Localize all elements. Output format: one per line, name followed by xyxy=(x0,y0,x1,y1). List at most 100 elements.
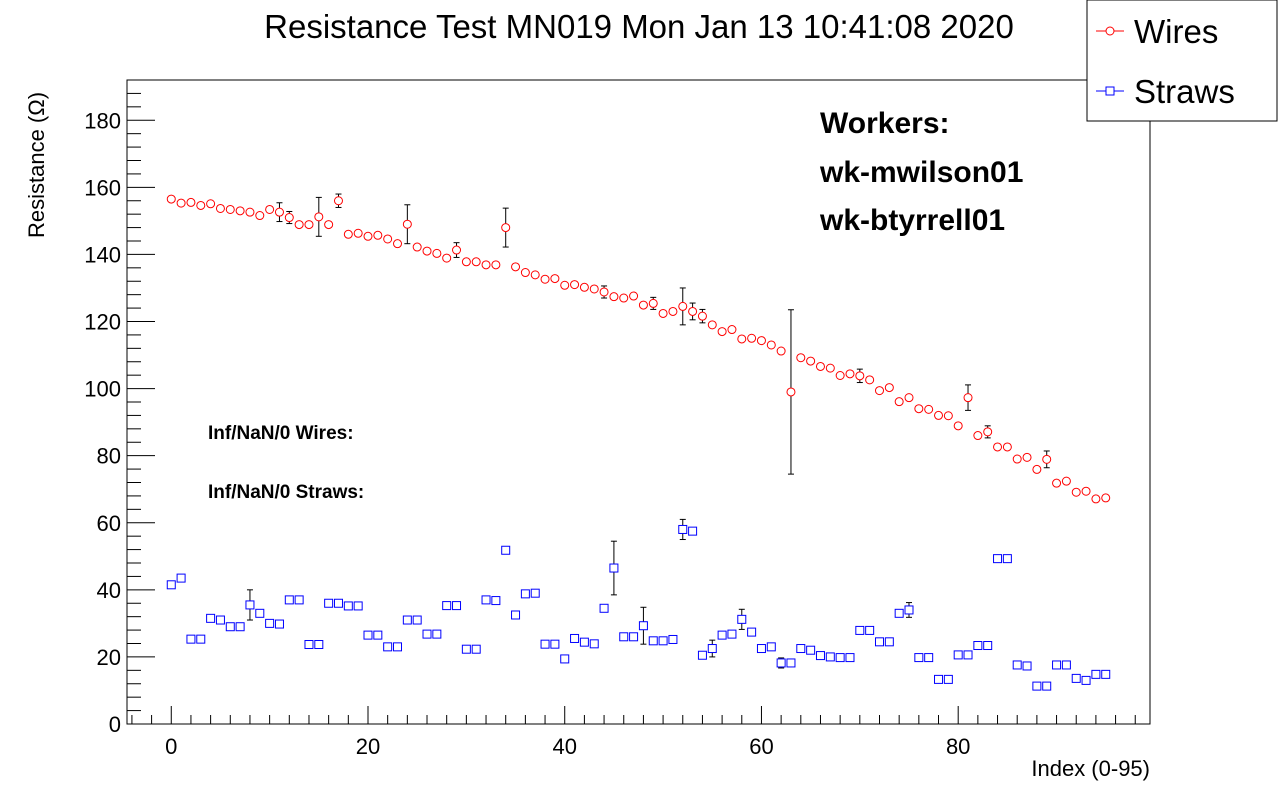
data-point xyxy=(520,589,530,599)
data-point xyxy=(786,387,796,397)
y-tick-label: 180 xyxy=(84,108,121,133)
data-point xyxy=(796,353,806,363)
x-tick-label: 60 xyxy=(749,734,773,759)
data-point xyxy=(619,293,629,303)
data-point xyxy=(432,248,442,258)
data-point xyxy=(186,634,196,644)
data-point xyxy=(1091,669,1101,679)
data-point xyxy=(245,600,255,610)
data-point xyxy=(235,206,245,216)
data-point xyxy=(599,287,609,297)
data-point xyxy=(471,257,481,267)
inf-nan-straws-label: Inf/NaN/0 Straws: xyxy=(208,482,364,503)
data-point xyxy=(570,633,580,643)
data-point xyxy=(383,234,393,244)
y-tick-label: 140 xyxy=(84,242,121,267)
data-point xyxy=(756,336,766,346)
data-point xyxy=(284,595,294,605)
data-point xyxy=(766,642,776,652)
data-point xyxy=(402,615,412,625)
data-point xyxy=(324,598,334,608)
data-point xyxy=(1022,452,1032,462)
data-point xyxy=(196,200,206,210)
data-point xyxy=(835,653,845,663)
data-point xyxy=(1012,660,1022,670)
data-point xyxy=(579,637,589,647)
data-point xyxy=(452,601,462,611)
data-point xyxy=(255,211,265,221)
data-point xyxy=(402,219,412,229)
data-point xyxy=(294,220,304,230)
data-point xyxy=(520,268,530,278)
data-point xyxy=(894,397,904,407)
data-point xyxy=(363,231,373,241)
data-point xyxy=(186,197,196,207)
data-point xyxy=(786,658,796,668)
chart-title: Resistance Test MN019 Mon Jan 13 10:41:0… xyxy=(264,8,1014,45)
data-point xyxy=(806,356,816,366)
data-point xyxy=(688,526,698,536)
data-point xyxy=(1052,478,1062,488)
data-point xyxy=(993,442,1003,452)
data-point xyxy=(1002,554,1012,564)
data-point xyxy=(973,641,983,651)
y-tick-label: 160 xyxy=(84,175,121,200)
data-point xyxy=(973,431,983,441)
data-point xyxy=(225,622,235,632)
series-straws xyxy=(166,518,1111,691)
data-point xyxy=(393,642,403,652)
data-point xyxy=(638,300,648,310)
data-point xyxy=(540,274,550,284)
data-point xyxy=(274,207,284,217)
data-point xyxy=(1091,494,1101,504)
data-point xyxy=(550,274,560,284)
data-point xyxy=(914,653,924,663)
data-point xyxy=(1101,493,1111,503)
data-point xyxy=(727,629,737,639)
data-point xyxy=(658,308,668,318)
data-point xyxy=(914,404,924,414)
data-point xyxy=(609,292,619,302)
y-axis: 0 20 40 60 80 100 120 140 160 180 xyxy=(84,79,155,737)
data-point xyxy=(934,410,944,420)
data-point xyxy=(1042,454,1052,464)
data-point xyxy=(284,213,294,223)
data-point xyxy=(1022,661,1032,671)
x-axis: 0 20 40 60 80 xyxy=(131,706,1136,759)
data-point xyxy=(432,629,442,639)
data-point xyxy=(501,223,511,233)
data-point xyxy=(491,260,501,270)
data-point xyxy=(688,306,698,316)
data-point xyxy=(452,245,462,255)
data-point xyxy=(550,639,560,649)
data-point xyxy=(855,625,865,635)
data-point xyxy=(353,601,363,611)
data-point xyxy=(225,204,235,214)
data-point xyxy=(747,627,757,637)
data-point xyxy=(579,282,589,292)
data-point xyxy=(668,634,678,644)
worker-name-1: wk-mwilson01 xyxy=(819,156,1023,189)
data-point xyxy=(461,257,471,267)
data-point xyxy=(697,311,707,321)
data-point xyxy=(530,270,540,280)
data-point xyxy=(176,573,186,583)
data-point xyxy=(511,262,521,272)
data-point xyxy=(953,650,963,660)
data-point xyxy=(314,212,324,222)
data-point xyxy=(1032,464,1042,474)
data-point xyxy=(815,361,825,371)
data-point xyxy=(560,280,570,290)
data-point xyxy=(166,580,176,590)
y-tick-label: 60 xyxy=(97,511,121,536)
legend-wires-marker xyxy=(1105,26,1115,36)
data-point xyxy=(865,625,875,635)
data-point xyxy=(924,404,934,414)
data-point xyxy=(265,618,275,628)
data-point xyxy=(324,220,334,230)
data-point xyxy=(491,596,501,606)
data-point xyxy=(560,654,570,664)
data-point xyxy=(373,630,383,640)
data-point xyxy=(1071,487,1081,497)
